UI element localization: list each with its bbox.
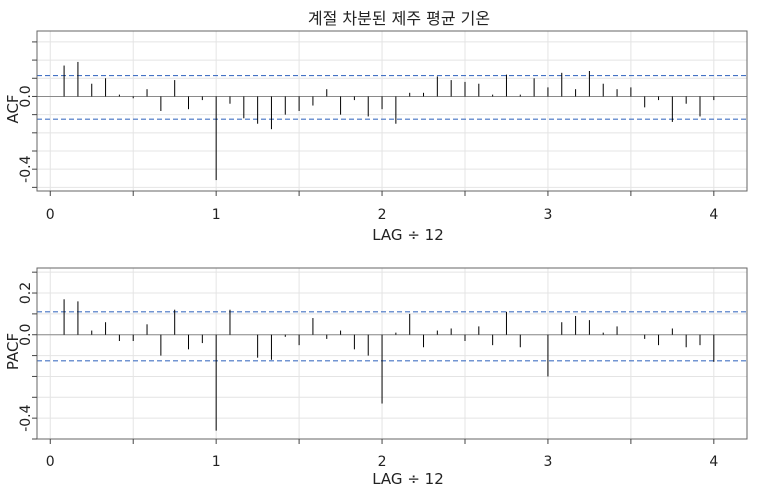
x-tick-label: 3 xyxy=(543,454,552,470)
x-tick-label: 2 xyxy=(378,207,387,223)
plot-area xyxy=(37,31,747,191)
chart-panel-acf: 0 1 2 3 4 -0.4 0.0 LAG ÷ 12 ACF xyxy=(4,30,748,244)
chart-title: 계절 차분된 제주 평균 기온 xyxy=(308,9,490,28)
x-tick-label: 0 xyxy=(46,454,55,470)
plot-frame xyxy=(36,30,748,192)
y-tick-label: 0.0 xyxy=(18,324,34,346)
y-tick-label: -0.4 xyxy=(18,404,34,431)
plot-frame xyxy=(36,267,748,440)
y-tick-label: 0.0 xyxy=(18,85,34,107)
x-tick-label: 3 xyxy=(543,207,552,223)
y-tick-label: -0.4 xyxy=(18,155,34,182)
x-tick-label: 2 xyxy=(378,454,387,470)
y-axis-label: ACF xyxy=(4,94,22,123)
y-axis-label: PACF xyxy=(4,333,22,370)
y-tick-label: 0.2 xyxy=(18,282,34,304)
x-tick-label: 0 xyxy=(46,207,55,223)
x-tick-label: 1 xyxy=(212,207,221,223)
x-tick-label: 4 xyxy=(709,454,718,470)
x-tick-label: 1 xyxy=(212,454,221,470)
x-tick-label: 4 xyxy=(709,207,718,223)
x-axis-label: LAG ÷ 12 xyxy=(372,470,444,488)
plot-area xyxy=(37,268,747,439)
chart-panel-pacf: 0 1 2 3 4 -0.4 0.0 0.2 LAG ÷ 12 PACF xyxy=(4,267,748,488)
x-axis-label: LAG ÷ 12 xyxy=(372,226,444,244)
